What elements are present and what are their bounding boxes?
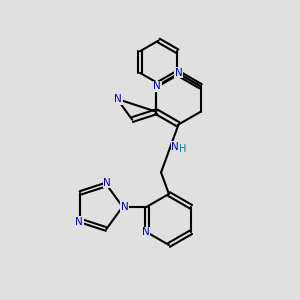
Text: N: N bbox=[114, 94, 122, 104]
Text: H: H bbox=[179, 144, 187, 154]
Text: N: N bbox=[153, 81, 161, 91]
Text: N: N bbox=[103, 178, 111, 188]
Text: N: N bbox=[121, 202, 128, 212]
Text: N: N bbox=[171, 142, 179, 152]
Text: N: N bbox=[75, 217, 83, 227]
Text: N: N bbox=[175, 68, 182, 78]
Text: N: N bbox=[142, 227, 150, 237]
